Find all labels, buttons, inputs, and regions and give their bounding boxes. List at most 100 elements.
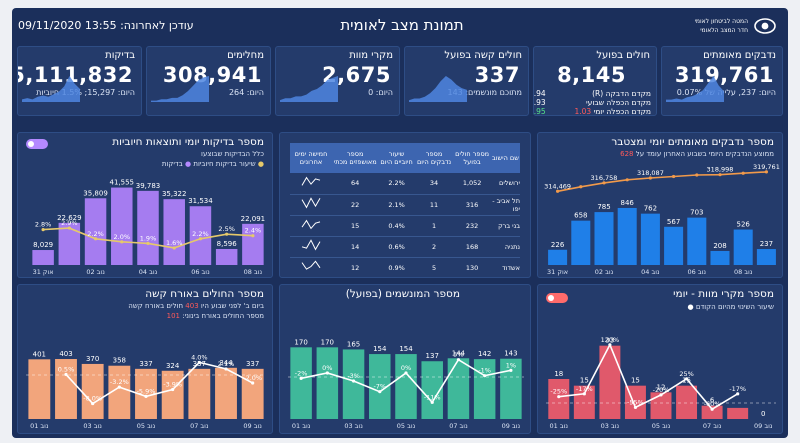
table-row[interactable]: בני ברק 232 1 0.4% 15 bbox=[290, 215, 520, 237]
chart-bar bbox=[241, 368, 264, 419]
kpi-sparkline bbox=[22, 76, 80, 102]
kpi-active: חולים בפועל 8,145 מקדם הדבקה (R) 0.94 מקד… bbox=[533, 46, 657, 116]
bar-value-label: 526 bbox=[737, 221, 751, 229]
line-point bbox=[117, 385, 121, 389]
chart-bar bbox=[676, 385, 698, 419]
line-point bbox=[224, 367, 228, 371]
line-point bbox=[93, 237, 98, 241]
tests-panel: מספר בדיקות יומי ותוצאות חיוביות כלל הבד… bbox=[17, 132, 273, 278]
bar-value-label: 154 bbox=[399, 345, 413, 353]
daily-doubling-extra: 1.03 bbox=[574, 107, 592, 116]
bar-value-label: 785 bbox=[597, 203, 610, 211]
bar-value-label: 31,534 bbox=[188, 197, 213, 205]
table-row[interactable]: אשדוד 130 5 0.9% 12 bbox=[290, 257, 520, 277]
line-value-label: 120% bbox=[601, 336, 620, 344]
line-value-label: 2.2% bbox=[87, 230, 104, 238]
x-tick-label: נוב 01 bbox=[30, 422, 48, 430]
table-row[interactable]: נתניה 168 2 0.6% 14 bbox=[290, 236, 520, 258]
bar-value-label: 170 bbox=[294, 338, 307, 346]
line-value-label: -55% bbox=[627, 398, 644, 406]
bar-value-label: 143 bbox=[504, 350, 517, 358]
table-cell-trend bbox=[290, 173, 332, 195]
bar-value-label: 170 bbox=[321, 338, 334, 346]
column-header[interactable]: שיעור חיוביים היום bbox=[378, 143, 415, 173]
line-point bbox=[741, 171, 745, 175]
trend-sparkline bbox=[301, 238, 321, 250]
bar-value-label: 15 bbox=[580, 377, 589, 385]
chart-bar bbox=[548, 379, 570, 419]
line-point bbox=[251, 234, 255, 238]
toggle-knob bbox=[28, 141, 34, 147]
line-point bbox=[197, 360, 201, 365]
cases-subtitle-value: 628 bbox=[620, 150, 634, 158]
line-value-label: 1.6% bbox=[166, 239, 183, 247]
sparkline-area bbox=[22, 76, 80, 102]
column-header[interactable]: מספר נדבקים היום bbox=[414, 143, 454, 173]
trend-line bbox=[301, 259, 321, 270]
line-value-label: 2.5% bbox=[218, 225, 235, 233]
chart-bar bbox=[137, 190, 159, 265]
legend-tests-label: בדיקות bbox=[161, 160, 183, 168]
org-line-1: המטה לביטחון לאומי bbox=[694, 18, 748, 25]
line-point bbox=[171, 387, 175, 392]
table-cell-today: 34 bbox=[414, 173, 454, 195]
chart-bar bbox=[111, 187, 133, 265]
line-point bbox=[672, 174, 676, 179]
line-value-label: 2.4% bbox=[245, 227, 262, 235]
line-value-label: 318,998 bbox=[707, 166, 734, 174]
table-cell-hosp: 64 bbox=[331, 173, 379, 195]
x-tick-label: נוב 04 bbox=[139, 268, 157, 276]
cities-panel: שם הישוב מספר חולים בפועל מספר נדבקים היום… bbox=[279, 132, 531, 278]
line-point bbox=[556, 189, 560, 193]
column-header[interactable]: חמישה ימים אחרונים bbox=[290, 143, 332, 173]
legend-dot-tests: ● bbox=[185, 160, 192, 168]
chart-bar bbox=[617, 207, 637, 265]
tests-toggle[interactable] bbox=[26, 139, 48, 149]
line-point bbox=[120, 240, 124, 244]
column-header[interactable]: שם הישוב bbox=[490, 143, 520, 173]
line-value-label: -5.9% bbox=[137, 387, 156, 395]
line-point bbox=[91, 401, 95, 406]
last-updated: עודכן לאחרונה: 13:55 09/11/2020 bbox=[18, 19, 194, 32]
tests-legend: ● שיעור בדיקות חיוביות ● בדיקות bbox=[162, 160, 264, 168]
line-value-label: -3.9% bbox=[163, 381, 182, 389]
legend-dot: ● bbox=[687, 303, 694, 311]
table-row[interactable]: ירושלים 1,052 34 2.2% 64 bbox=[290, 173, 520, 195]
kpi-sparkline bbox=[280, 76, 338, 102]
chart-bar bbox=[163, 199, 185, 265]
chart-bar bbox=[84, 198, 107, 265]
x-tick-label: נוב 05 bbox=[652, 422, 670, 430]
kpi-title: נדבקים מאומתים bbox=[703, 50, 776, 61]
daily-doubling-value: 0.95 bbox=[533, 107, 546, 116]
table-row[interactable]: תל אביב - יפו 316 11 2.1% 22 bbox=[290, 194, 520, 216]
bar-value-label: 39,783 bbox=[136, 182, 161, 190]
table-cell-rate: 2.2% bbox=[378, 173, 415, 195]
line-point bbox=[430, 400, 434, 404]
chart-bar bbox=[701, 405, 723, 419]
table-cell-active: 232 bbox=[453, 215, 491, 237]
bar-value-label: 358 bbox=[113, 357, 126, 365]
line-point bbox=[456, 358, 461, 362]
chart-bar bbox=[215, 248, 238, 265]
column-header[interactable]: מספר מאושפזים מכתי bbox=[331, 143, 379, 173]
r-indicator: מקדם הדבקה (R) 0.94 bbox=[534, 89, 651, 98]
toggle-knob bbox=[548, 295, 554, 301]
line-point bbox=[325, 371, 329, 375]
bar-value-label: 703 bbox=[690, 209, 703, 217]
line-point bbox=[710, 407, 714, 411]
kpi-value: 5,111,832 bbox=[17, 63, 133, 87]
cases-panel-subtitle: ממוצע הנדבקים היומי בשבוע האחרון עומד על… bbox=[620, 150, 774, 158]
deaths-legend: שיעור השינוי מהיום הקודם ● bbox=[687, 303, 774, 311]
line-point bbox=[633, 405, 638, 410]
chart-bar bbox=[500, 358, 522, 419]
table-cell-hosp: 14 bbox=[331, 236, 379, 258]
column-header[interactable]: מספר חולים בפועל bbox=[453, 143, 491, 173]
sparkline-area bbox=[151, 76, 209, 102]
table-cell-hosp: 12 bbox=[331, 257, 379, 277]
table-cell-today: 5 bbox=[414, 257, 454, 277]
chart-bar bbox=[189, 206, 212, 265]
deaths-toggle[interactable] bbox=[546, 293, 568, 303]
table-cell-today: 1 bbox=[414, 215, 454, 237]
bar-value-label: 401 bbox=[33, 350, 46, 358]
